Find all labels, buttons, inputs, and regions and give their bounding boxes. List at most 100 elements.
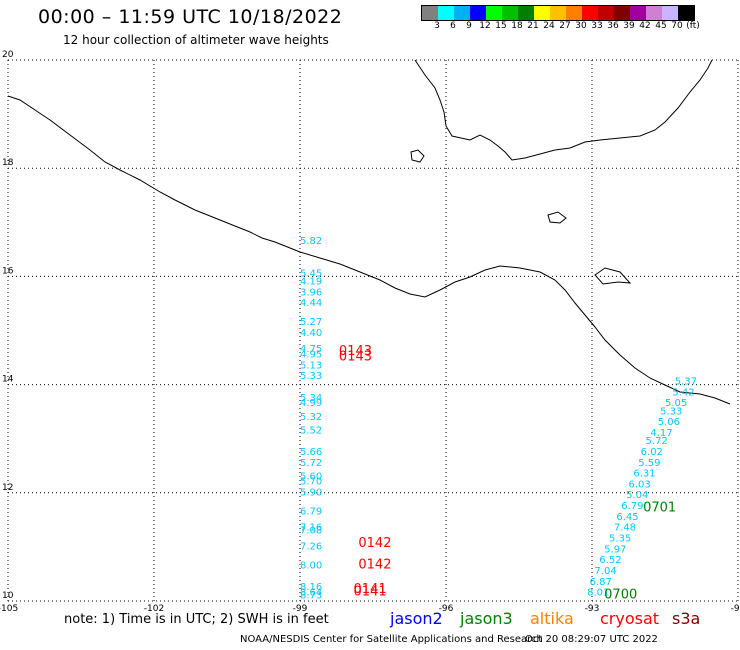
wave-height-label: 4.75 — [300, 344, 322, 355]
pass-time-label: 0141 — [354, 585, 387, 600]
lon-tick-label: -90 — [731, 604, 740, 614]
color-legend-label: 33 — [591, 21, 603, 31]
lat-tick-label: 16 — [2, 266, 14, 276]
color-swatch — [486, 6, 502, 20]
color-legend-label: 24 — [543, 21, 555, 31]
footer-credit: NOAA/NESDIS Center for Satellite Applica… — [240, 634, 543, 645]
color-swatch — [518, 6, 534, 20]
lat-tick-label: 10 — [2, 591, 14, 601]
wave-height-label: 4.95 — [300, 350, 322, 361]
wave-height-label: 5.05 — [665, 398, 687, 409]
wave-height-label: 5.52 — [300, 425, 322, 436]
color-swatch — [678, 6, 694, 20]
wave-height-label: 7.48 — [614, 523, 636, 534]
color-swatch — [534, 6, 550, 20]
color-swatch — [454, 6, 470, 20]
wave-height-label: 6.52 — [599, 555, 621, 566]
wave-height-label: 6.79 — [300, 506, 322, 517]
wave-height-label: 5.97 — [604, 544, 626, 555]
wave-height-label: 7.04 — [594, 566, 616, 577]
wave-height-label: 5.72 — [300, 458, 322, 469]
wave-height-label: 8.16 — [300, 582, 322, 593]
wave-height-label: 6.87 — [590, 577, 612, 588]
wave-height-label: 6.31 — [633, 469, 655, 480]
lat-tick-label: 14 — [2, 375, 14, 385]
wave-height-label: 6.79 — [621, 501, 643, 512]
lat-tick-label: 20 — [2, 50, 14, 60]
color-swatch — [438, 6, 454, 20]
wave-height-label: 4.44 — [300, 298, 322, 309]
color-legend-label: 39 — [623, 21, 635, 31]
pass-time-label: 0142 — [358, 558, 391, 573]
color-legend-label: 45 — [655, 21, 667, 31]
wave-height-label: 5.90 — [300, 488, 322, 499]
footer-timestamp: Oct 20 08:29:07 UTC 2022 — [525, 634, 658, 645]
wave-height-label: 5.33 — [660, 406, 682, 417]
wave-height-label: 8.00 — [300, 561, 322, 572]
color-swatch — [582, 6, 598, 20]
pass-time-label: 0141 — [354, 582, 387, 597]
wave-height-label: 5.35 — [609, 533, 631, 544]
mission-legend-cryosat: cryosat — [600, 609, 660, 628]
color-legend-bar — [421, 5, 695, 21]
lat-tick-label: 18 — [2, 158, 14, 168]
wave-height-label: 5.42 — [672, 387, 694, 398]
color-legend-label: 18 — [511, 21, 523, 31]
mission-legend-s3a: s3a — [672, 609, 701, 628]
wave-height-label: 5.60 — [300, 471, 322, 482]
wave-height-label: 4.17 — [650, 428, 672, 439]
wave-height-label: 5.72 — [646, 436, 668, 447]
map-grid: -105 -102 -99 -96 -93 -90 20 18 16 14 12 10 — [0, 50, 740, 614]
color-swatch — [422, 6, 438, 20]
wave-height-label: 8.01 — [587, 588, 609, 599]
jason3-track-east: 5.375.425.055.335.064.175.726.025.596.31… — [587, 377, 697, 599]
wave-height-label: 5.45 — [300, 268, 322, 279]
pass-time-label: 0142 — [358, 536, 391, 551]
color-swatch — [598, 6, 614, 20]
wave-height-label: 3.96 — [300, 287, 322, 298]
wave-height-label: 5.66 — [300, 447, 322, 458]
wave-height-label: 5.27 — [300, 317, 322, 328]
pass-time-label: 0701 — [643, 501, 676, 516]
wave-height-label: 5.82 — [300, 236, 322, 247]
wave-height-label: 6.45 — [616, 512, 638, 523]
pass-time-label: 0143 — [339, 349, 372, 364]
pass-time-label: 0143 — [339, 344, 372, 359]
wave-height-label: 5.59 — [638, 458, 660, 469]
wave-height-label: 4.19 — [300, 277, 322, 288]
color-legend-label: 70 — [671, 21, 683, 31]
color-legend-label: 21 — [527, 21, 539, 31]
coastline — [7, 59, 731, 405]
coastline-lake — [594, 267, 632, 285]
color-legend-label: 36 — [607, 21, 619, 31]
color-legend-label: 9 — [466, 21, 472, 31]
wave-height-label: 5.32 — [300, 412, 322, 423]
color-legend-label: 3 — [434, 21, 440, 31]
wave-height-label: 5.13 — [300, 360, 322, 371]
wave-height-label: 5.37 — [675, 377, 697, 388]
color-legend-label: 42 — [639, 21, 651, 31]
wave-height-label: 5.06 — [658, 417, 680, 428]
lon-tick-label: -102 — [144, 604, 164, 614]
lon-tick-label: -96 — [439, 604, 454, 614]
color-legend-label: 12 — [479, 21, 491, 31]
color-swatch — [566, 6, 582, 20]
lagoon-outline — [410, 149, 425, 163]
color-swatch — [550, 6, 566, 20]
color-swatch — [470, 6, 486, 20]
mission-legend-jason2: jason2 — [390, 609, 443, 628]
color-legend-label: (ft) — [686, 21, 700, 31]
mission-legend-altika: altika — [530, 609, 574, 628]
wave-height-label: 5.34 — [300, 393, 322, 404]
lat-tick-label: 12 — [2, 483, 13, 493]
color-legend-label: 27 — [559, 21, 571, 31]
coastline-mainland — [7, 95, 731, 405]
wave-height-label: 4.40 — [300, 328, 322, 339]
pass-time-label: 0700 — [604, 587, 637, 602]
wave-height-label: 5.04 — [626, 490, 648, 501]
color-legend-label: 15 — [495, 21, 507, 31]
lon-tick-label: -93 — [585, 604, 600, 614]
wave-height-label: 7.08 — [300, 525, 322, 536]
